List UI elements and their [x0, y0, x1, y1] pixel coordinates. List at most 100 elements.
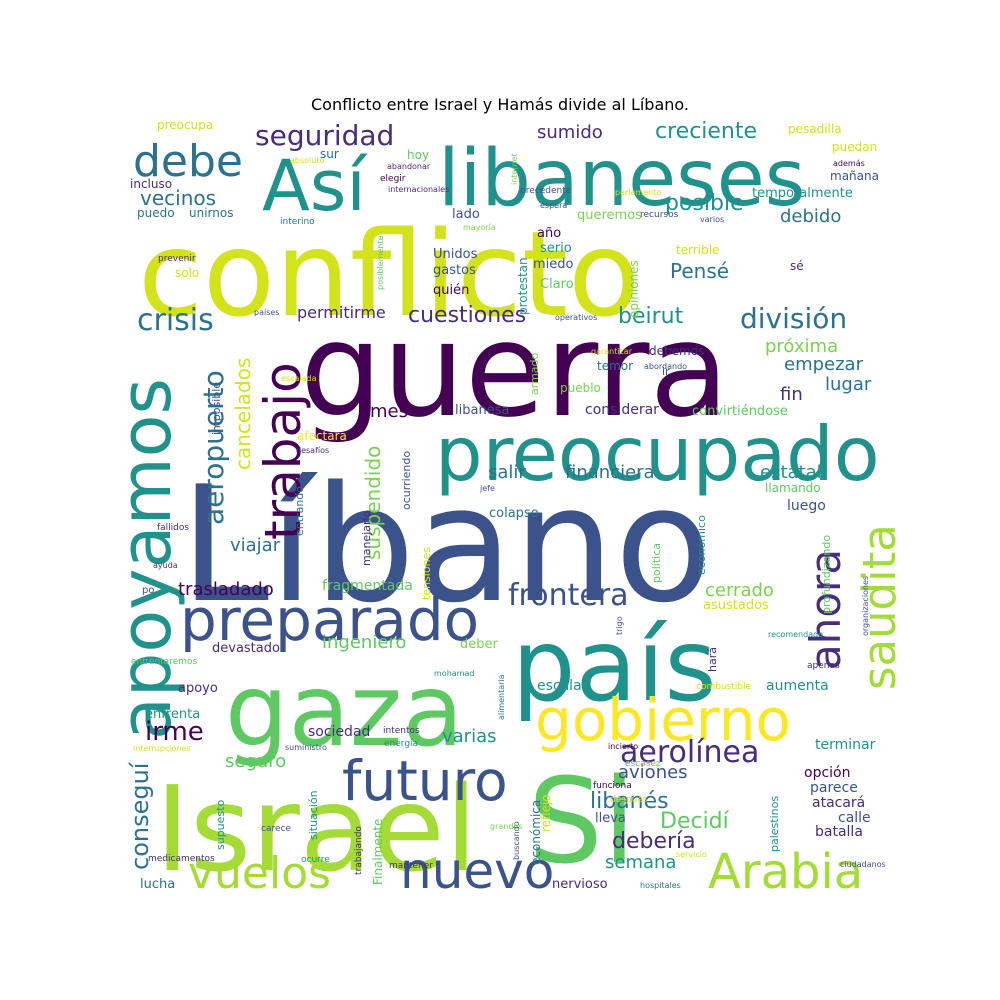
word-asi: Así — [262, 145, 368, 227]
word-precedente: precedente — [520, 186, 572, 196]
word-pais: país — [512, 607, 717, 724]
word-preocupado: preocupado — [435, 410, 880, 498]
word-aerolinea: aerolínea — [620, 735, 759, 770]
word-lugar: lugar — [825, 374, 872, 395]
word-sumido: sumido — [537, 122, 603, 143]
word-paises: países — [254, 308, 279, 317]
word-incluso: incluso — [130, 177, 172, 191]
word-seguridad: seguridad — [255, 119, 394, 152]
word-lucha: lucha — [140, 877, 175, 892]
word-escalada: escalada — [281, 374, 317, 383]
word-preparado: preparado — [180, 586, 479, 654]
word-libaneses: libaneses — [438, 134, 805, 224]
word-medicamentos: medicamentos — [148, 854, 215, 864]
word-debido: debido — [780, 206, 841, 227]
word-israel: Israel — [155, 760, 477, 898]
word-temor: temor — [597, 359, 633, 373]
word-atacara: atacará — [812, 795, 865, 811]
word-suministro: suministro — [285, 743, 327, 752]
word-enfrentaremos: enfrentaremos — [131, 657, 198, 667]
word-pueblo: pueblo — [560, 381, 601, 395]
word-puedo: puedo — [137, 206, 175, 220]
word-consegui: conseguí — [126, 761, 154, 870]
word-supuesto: supuesto — [214, 800, 227, 850]
word-afectara: afectará — [297, 429, 347, 443]
word-ingeniero: ingeniero — [322, 632, 406, 653]
word-division: división — [740, 302, 847, 335]
word-asustados: asustados — [703, 598, 769, 613]
word-gobierno: gobierno — [535, 686, 791, 754]
word-po: po — [142, 585, 154, 596]
word-devastado: devastado — [212, 641, 280, 656]
word-trabajo: trabajo — [254, 362, 312, 540]
word-manana: mañana — [830, 169, 879, 183]
word-funciona: funciona — [593, 781, 632, 791]
word-buscando: buscando — [512, 821, 521, 860]
word-deber: deber — [460, 637, 499, 652]
word-batalla: batalla — [815, 824, 863, 840]
word-opiniones: opiniones — [627, 260, 641, 318]
word-operativos: operativos — [555, 313, 597, 322]
word-empezar: empezar — [784, 354, 864, 375]
word-aumenta: aumenta — [766, 678, 829, 694]
word-jefe: jefe — [479, 484, 495, 493]
word-entrando: entrando — [293, 486, 306, 536]
word-profundizando: profundizando — [820, 535, 833, 614]
word-carece: carece — [261, 824, 291, 834]
word-estatal: estatal — [760, 462, 822, 483]
word-unirnos: unirnos — [189, 206, 233, 220]
word-hoy: hoy — [407, 148, 429, 162]
word-temporalmente: temporalmente — [752, 186, 853, 201]
word-politica: política — [650, 543, 663, 583]
word-financiera: financiera — [565, 462, 655, 483]
word-quien: quién — [433, 283, 469, 298]
word-irme: irme — [145, 717, 204, 747]
word-protestan: protestan — [516, 257, 530, 315]
page-title: Conflicto entre Israel y Hamás divide al… — [311, 95, 689, 114]
word-cerrado: cerrado — [705, 580, 774, 601]
word-creciente: creciente — [655, 119, 757, 144]
word-vuelos: vuelos — [188, 848, 331, 899]
word-gastos: gastos — [433, 263, 476, 278]
word-organizaciones: organizaciones — [861, 576, 870, 636]
word-grandes: grandes — [490, 822, 523, 831]
word-beirut: beirut — [618, 304, 684, 329]
word-ciudadanos: ciudadanos — [840, 860, 886, 869]
word-suspendido: suspendido — [361, 446, 385, 560]
word-llamando: llamando — [765, 481, 821, 495]
word-hospitales: hospitales — [640, 881, 681, 890]
word-nuevo: nuevo — [400, 842, 554, 900]
word-combustible: combustible — [696, 682, 752, 692]
word-prevenir: prevenir — [158, 254, 196, 264]
word-luego: luego — [787, 498, 826, 514]
word-elegir: elegir — [380, 174, 406, 184]
word-trabajando: trabajando — [354, 826, 364, 875]
word-servicio: servicio — [676, 850, 707, 859]
word-sur: sur — [320, 147, 339, 161]
word-puedan: puedan — [832, 140, 877, 154]
word-apenas: apenas — [807, 661, 840, 671]
word-armado: armado — [528, 352, 541, 395]
word-escalar: escalar — [537, 678, 588, 694]
word-pense: Pensé — [670, 259, 729, 283]
word-cancelados: cancelados — [231, 358, 255, 470]
word-si: Si — [528, 752, 636, 890]
word-unidos: Unidos — [433, 247, 478, 262]
word-situacion: situación — [307, 790, 320, 840]
word-arabia: Arabia — [708, 844, 863, 900]
word-parlamento: parlamento — [615, 188, 661, 197]
word-lleva: lleva — [595, 811, 626, 826]
word-miedo: miedo — [533, 257, 574, 272]
word-serio: serio — [540, 241, 572, 256]
word-varias: varias — [442, 726, 497, 747]
word-salir: salir — [488, 462, 526, 483]
word-frontera: frontera — [508, 578, 629, 613]
word-conflicto: conflicto — [138, 205, 640, 343]
word-ocurriendo: ocurriendo — [400, 451, 413, 510]
word-abordando: abordando — [644, 362, 687, 371]
word-libanes: libanés — [590, 789, 669, 814]
word-fin: fin — [780, 384, 803, 405]
word-ocurre: ocurre — [301, 855, 330, 865]
word-fallidos: fallidos — [157, 523, 189, 533]
